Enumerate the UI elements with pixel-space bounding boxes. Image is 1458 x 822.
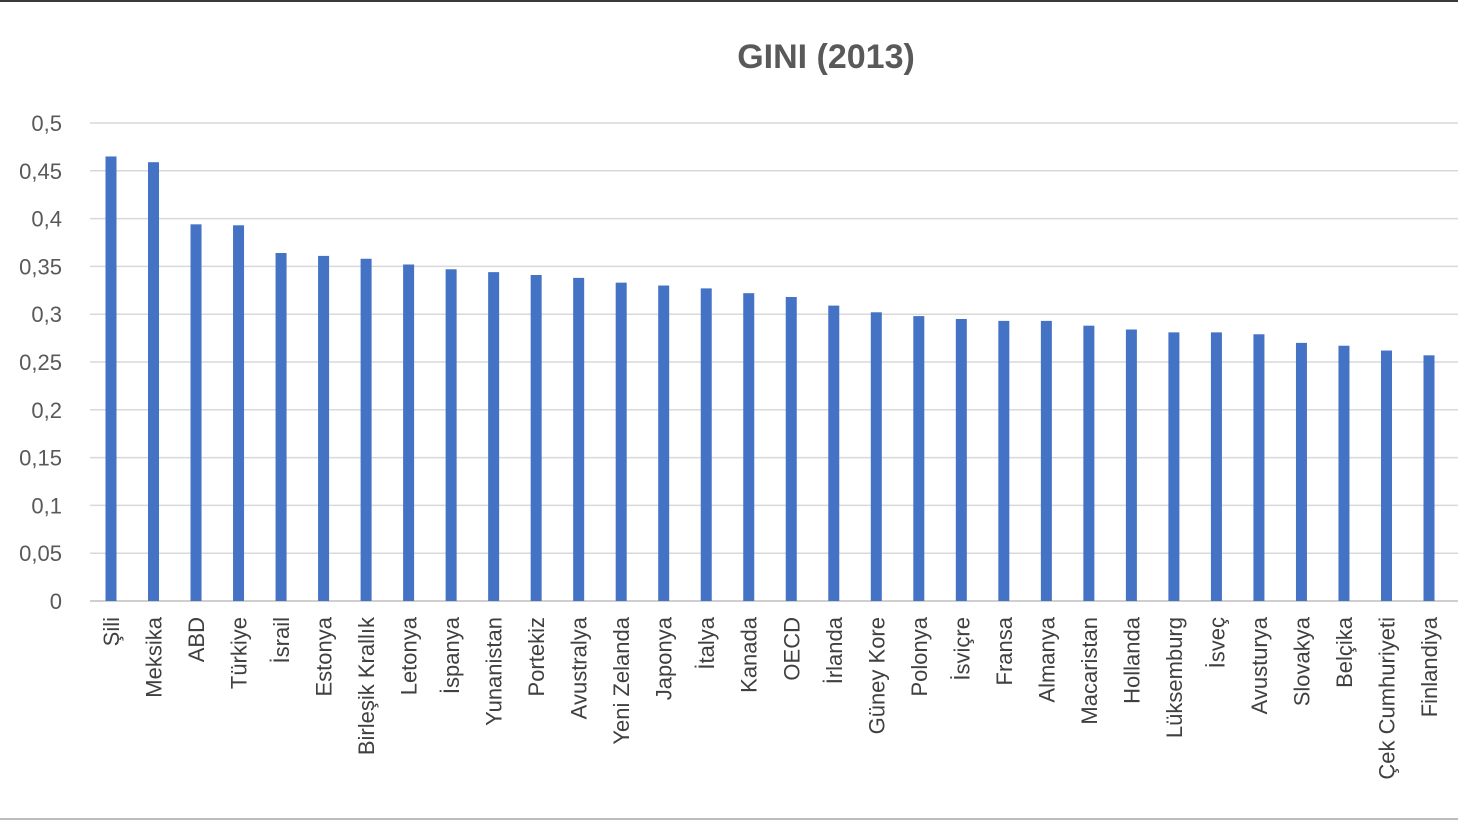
x-tick-label: Estonya xyxy=(312,616,337,696)
bars xyxy=(105,156,1435,602)
bar xyxy=(1168,332,1180,601)
bar xyxy=(1210,332,1222,601)
bar xyxy=(828,305,840,601)
y-tick-label: 0,3 xyxy=(31,302,62,327)
gridlines xyxy=(90,122,1458,602)
x-tick-label: İsviçre xyxy=(949,617,974,681)
bar xyxy=(318,255,330,601)
x-tick-label: Çek Cumhuriyeti xyxy=(1374,617,1399,780)
y-tick-label: 0 xyxy=(50,589,62,614)
bar xyxy=(148,162,160,602)
y-tick-label: 0,45 xyxy=(19,159,62,184)
y-tick-label: 0,15 xyxy=(19,446,62,471)
bar xyxy=(1083,325,1095,601)
bar xyxy=(1125,329,1137,601)
chart-title: GINI (2013) xyxy=(737,38,915,76)
y-tick-label: 0,25 xyxy=(19,350,62,375)
x-tick-label: Letonya xyxy=(397,616,422,695)
bar xyxy=(105,156,117,601)
x-tick-label: Belçika xyxy=(1332,616,1357,688)
bar xyxy=(190,224,202,601)
x-tick-label: İsveç xyxy=(1204,617,1229,668)
bar xyxy=(870,312,882,601)
x-tick-label: Finlandiya xyxy=(1417,616,1442,717)
y-tick-label: 0,05 xyxy=(19,541,62,566)
x-tick-label: Portekiz xyxy=(524,617,549,696)
x-tick-label: Kanada xyxy=(737,616,762,693)
x-tick-label: Birleşik Krallık xyxy=(354,616,379,755)
bar xyxy=(445,269,457,601)
y-tick-label: 0,1 xyxy=(31,493,62,518)
bar xyxy=(1253,334,1265,601)
x-axis: Şili Meksika ABD Türkiye İsrail Estonya Birleş… xyxy=(99,616,1442,780)
x-tick-label: Polonya xyxy=(907,616,932,696)
x-tick-label: Yeni Zelanda xyxy=(609,616,634,744)
x-tick-label: İsrail xyxy=(269,617,294,663)
x-tick-label: Fransa xyxy=(992,616,1017,685)
x-tick-label: Slovakya xyxy=(1289,616,1314,706)
bar xyxy=(658,285,670,601)
bar xyxy=(1338,345,1350,601)
x-tick-label: İrlanda xyxy=(822,616,847,684)
bar xyxy=(955,318,967,601)
bar xyxy=(360,258,372,601)
bar xyxy=(743,293,755,601)
x-tick-label: Lüksemburg xyxy=(1162,617,1187,738)
bar xyxy=(615,282,627,601)
x-tick-label: Avusturya xyxy=(1247,616,1272,714)
y-axis: 0 0,05 0,1 0,15 0,2 0,25 0,3 0,35 0,4 0,45 0,5 xyxy=(19,111,62,614)
bar xyxy=(275,253,287,602)
bar xyxy=(785,296,797,601)
bar xyxy=(233,225,245,602)
x-tick-label: Macaristan xyxy=(1077,617,1102,725)
bar xyxy=(998,320,1010,601)
x-tick-label: Almanya xyxy=(1034,616,1059,702)
bar xyxy=(700,288,712,601)
bar xyxy=(530,275,542,601)
x-tick-label: OECD xyxy=(779,617,804,681)
x-tick-label: Türkiye xyxy=(227,617,252,689)
x-tick-label: İtalya xyxy=(694,616,719,669)
x-tick-label: Güney Kore xyxy=(864,617,889,734)
bar xyxy=(1040,320,1052,601)
bar xyxy=(573,277,585,601)
x-tick-label: Yunanistan xyxy=(482,617,507,726)
x-tick-label: Japonya xyxy=(652,616,677,700)
bar xyxy=(403,264,415,601)
x-tick-label: Hollanda xyxy=(1119,616,1144,704)
x-tick-label: Avustralya xyxy=(567,616,592,719)
bar xyxy=(913,316,925,601)
x-tick-label: Şili xyxy=(99,617,124,646)
x-tick-label: Meksika xyxy=(142,616,167,697)
x-tick-label: ABD xyxy=(184,617,209,662)
bar xyxy=(1380,350,1392,601)
y-tick-label: 0,35 xyxy=(19,254,62,279)
y-tick-label: 0,4 xyxy=(31,207,62,232)
y-tick-label: 0,5 xyxy=(31,111,62,136)
x-tick-label: İspanya xyxy=(439,616,464,694)
bar xyxy=(488,272,500,601)
bar xyxy=(1423,355,1435,601)
y-tick-label: 0,2 xyxy=(31,398,62,423)
bar xyxy=(1295,342,1307,601)
